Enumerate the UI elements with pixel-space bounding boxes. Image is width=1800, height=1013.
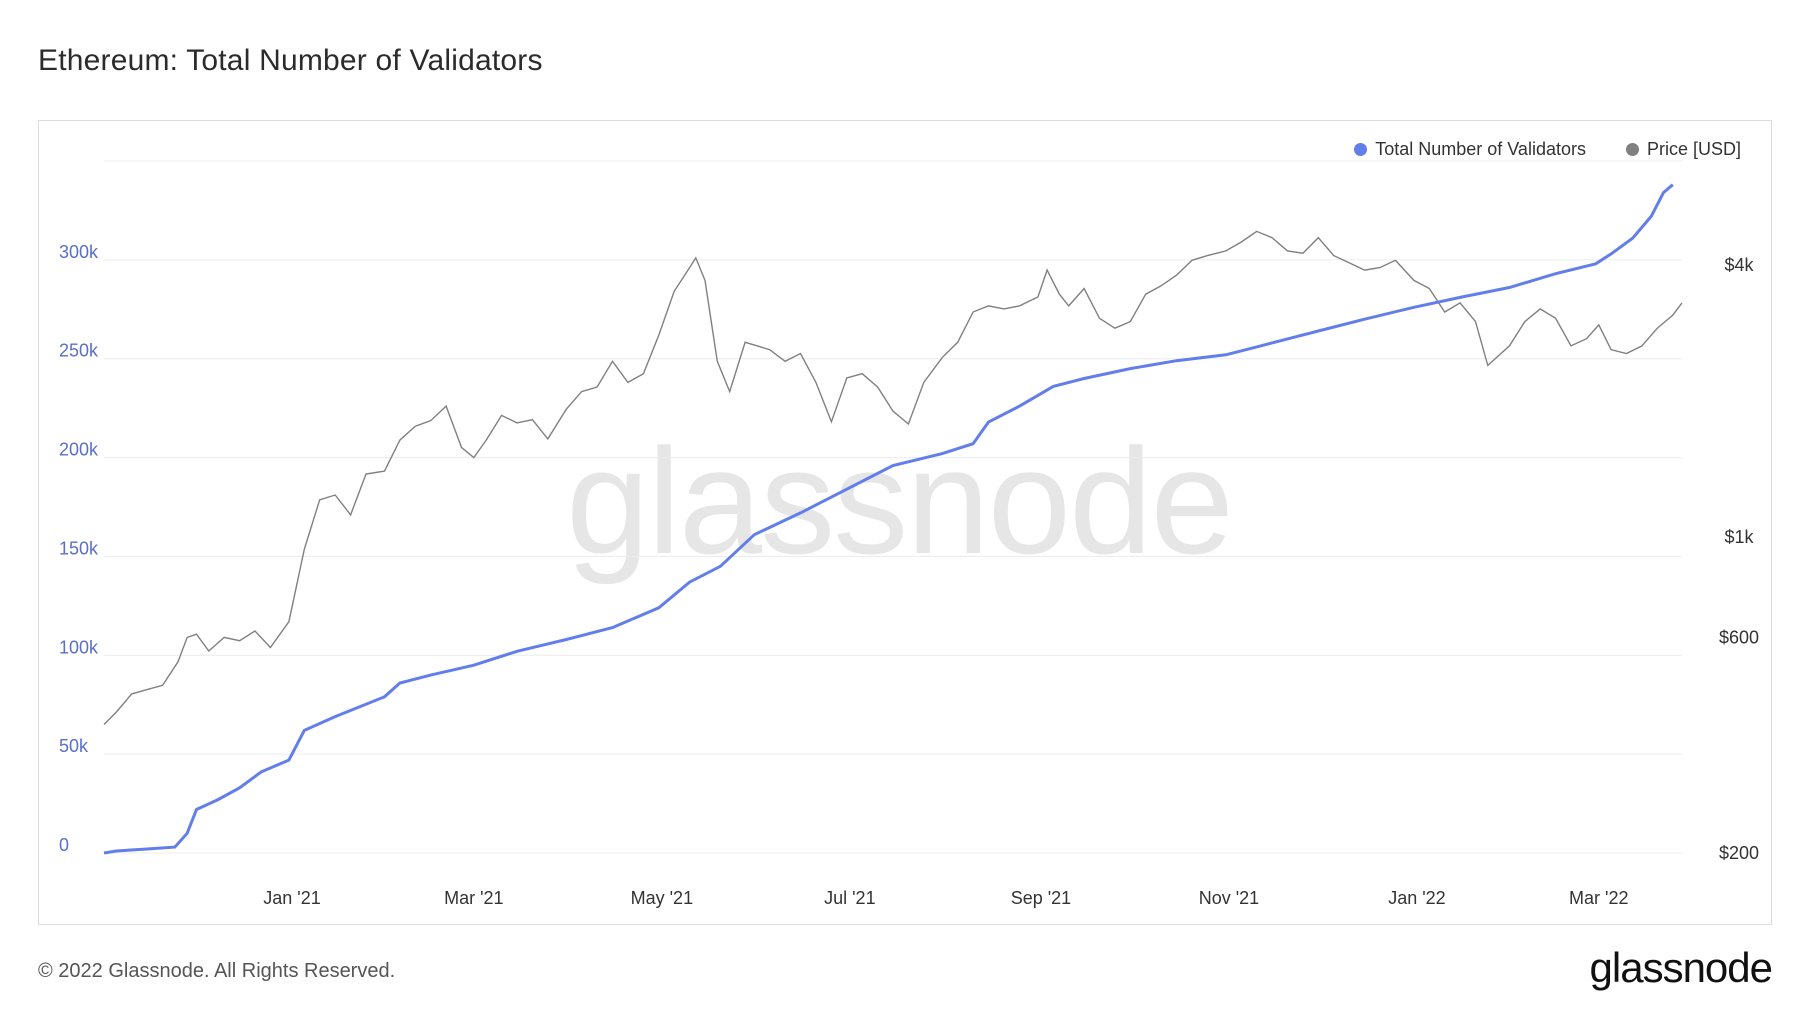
y-right-tick-label: $200 xyxy=(1719,843,1759,863)
y-right-tick-label: $4k xyxy=(1724,255,1754,275)
x-tick-label: May '21 xyxy=(631,888,693,908)
y-left-tick-label: 300k xyxy=(59,242,99,262)
y-left-tick-label: 150k xyxy=(59,538,99,558)
legend-item-validators[interactable]: Total Number of Validators xyxy=(1354,139,1586,160)
copyright-text: © 2022 Glassnode. All Rights Reserved. xyxy=(38,960,396,982)
x-tick-label: Jul '21 xyxy=(824,888,875,908)
y-left-tick-label: 200k xyxy=(59,440,99,460)
y-right-tick-label: $600 xyxy=(1719,627,1759,647)
y-left-tick-label: 0 xyxy=(59,835,69,855)
legend: Total Number of Validators Price [USD] xyxy=(1354,139,1741,160)
watermark-text: glassnode xyxy=(566,417,1232,585)
x-tick-label: Mar '21 xyxy=(444,888,503,908)
legend-item-price[interactable]: Price [USD] xyxy=(1625,139,1741,160)
series-line-price xyxy=(103,230,1683,725)
axis-ticks: 0 50k 100k 150k 200k 250k 300k $200 $600 $1k $4k Ja… xyxy=(59,242,1759,908)
grid-lines xyxy=(104,160,1682,854)
chart-container: Total Number of Validators Price [USD] g… xyxy=(38,120,1772,925)
x-tick-label: Sep '21 xyxy=(1011,888,1072,908)
y-left-tick-label: 50k xyxy=(59,736,89,756)
legend-dot-validators xyxy=(1354,143,1368,156)
x-tick-label: Jan '22 xyxy=(1388,888,1445,908)
legend-label-price: Price [USD] xyxy=(1646,139,1741,159)
legend-label-validators: Total Number of Validators xyxy=(1375,139,1586,159)
y-right-tick-label: $1k xyxy=(1724,527,1754,547)
y-left-tick-label: 250k xyxy=(59,341,99,361)
x-tick-label: Jan '21 xyxy=(263,888,320,908)
legend-dot-price xyxy=(1625,143,1639,156)
series-line-validators xyxy=(103,183,1674,855)
page-title: Ethereum: Total Number of Validators xyxy=(38,44,543,77)
x-tick-label: Nov '21 xyxy=(1199,888,1259,908)
x-tick-label: Mar '22 xyxy=(1569,888,1628,908)
chart-plot: glassnode 0 50k 100k 150k 200k 250k 300k $200 $6… xyxy=(59,160,1759,908)
y-left-tick-label: 100k xyxy=(59,637,99,657)
brand-logo[interactable]: glassnode xyxy=(1589,944,1773,991)
